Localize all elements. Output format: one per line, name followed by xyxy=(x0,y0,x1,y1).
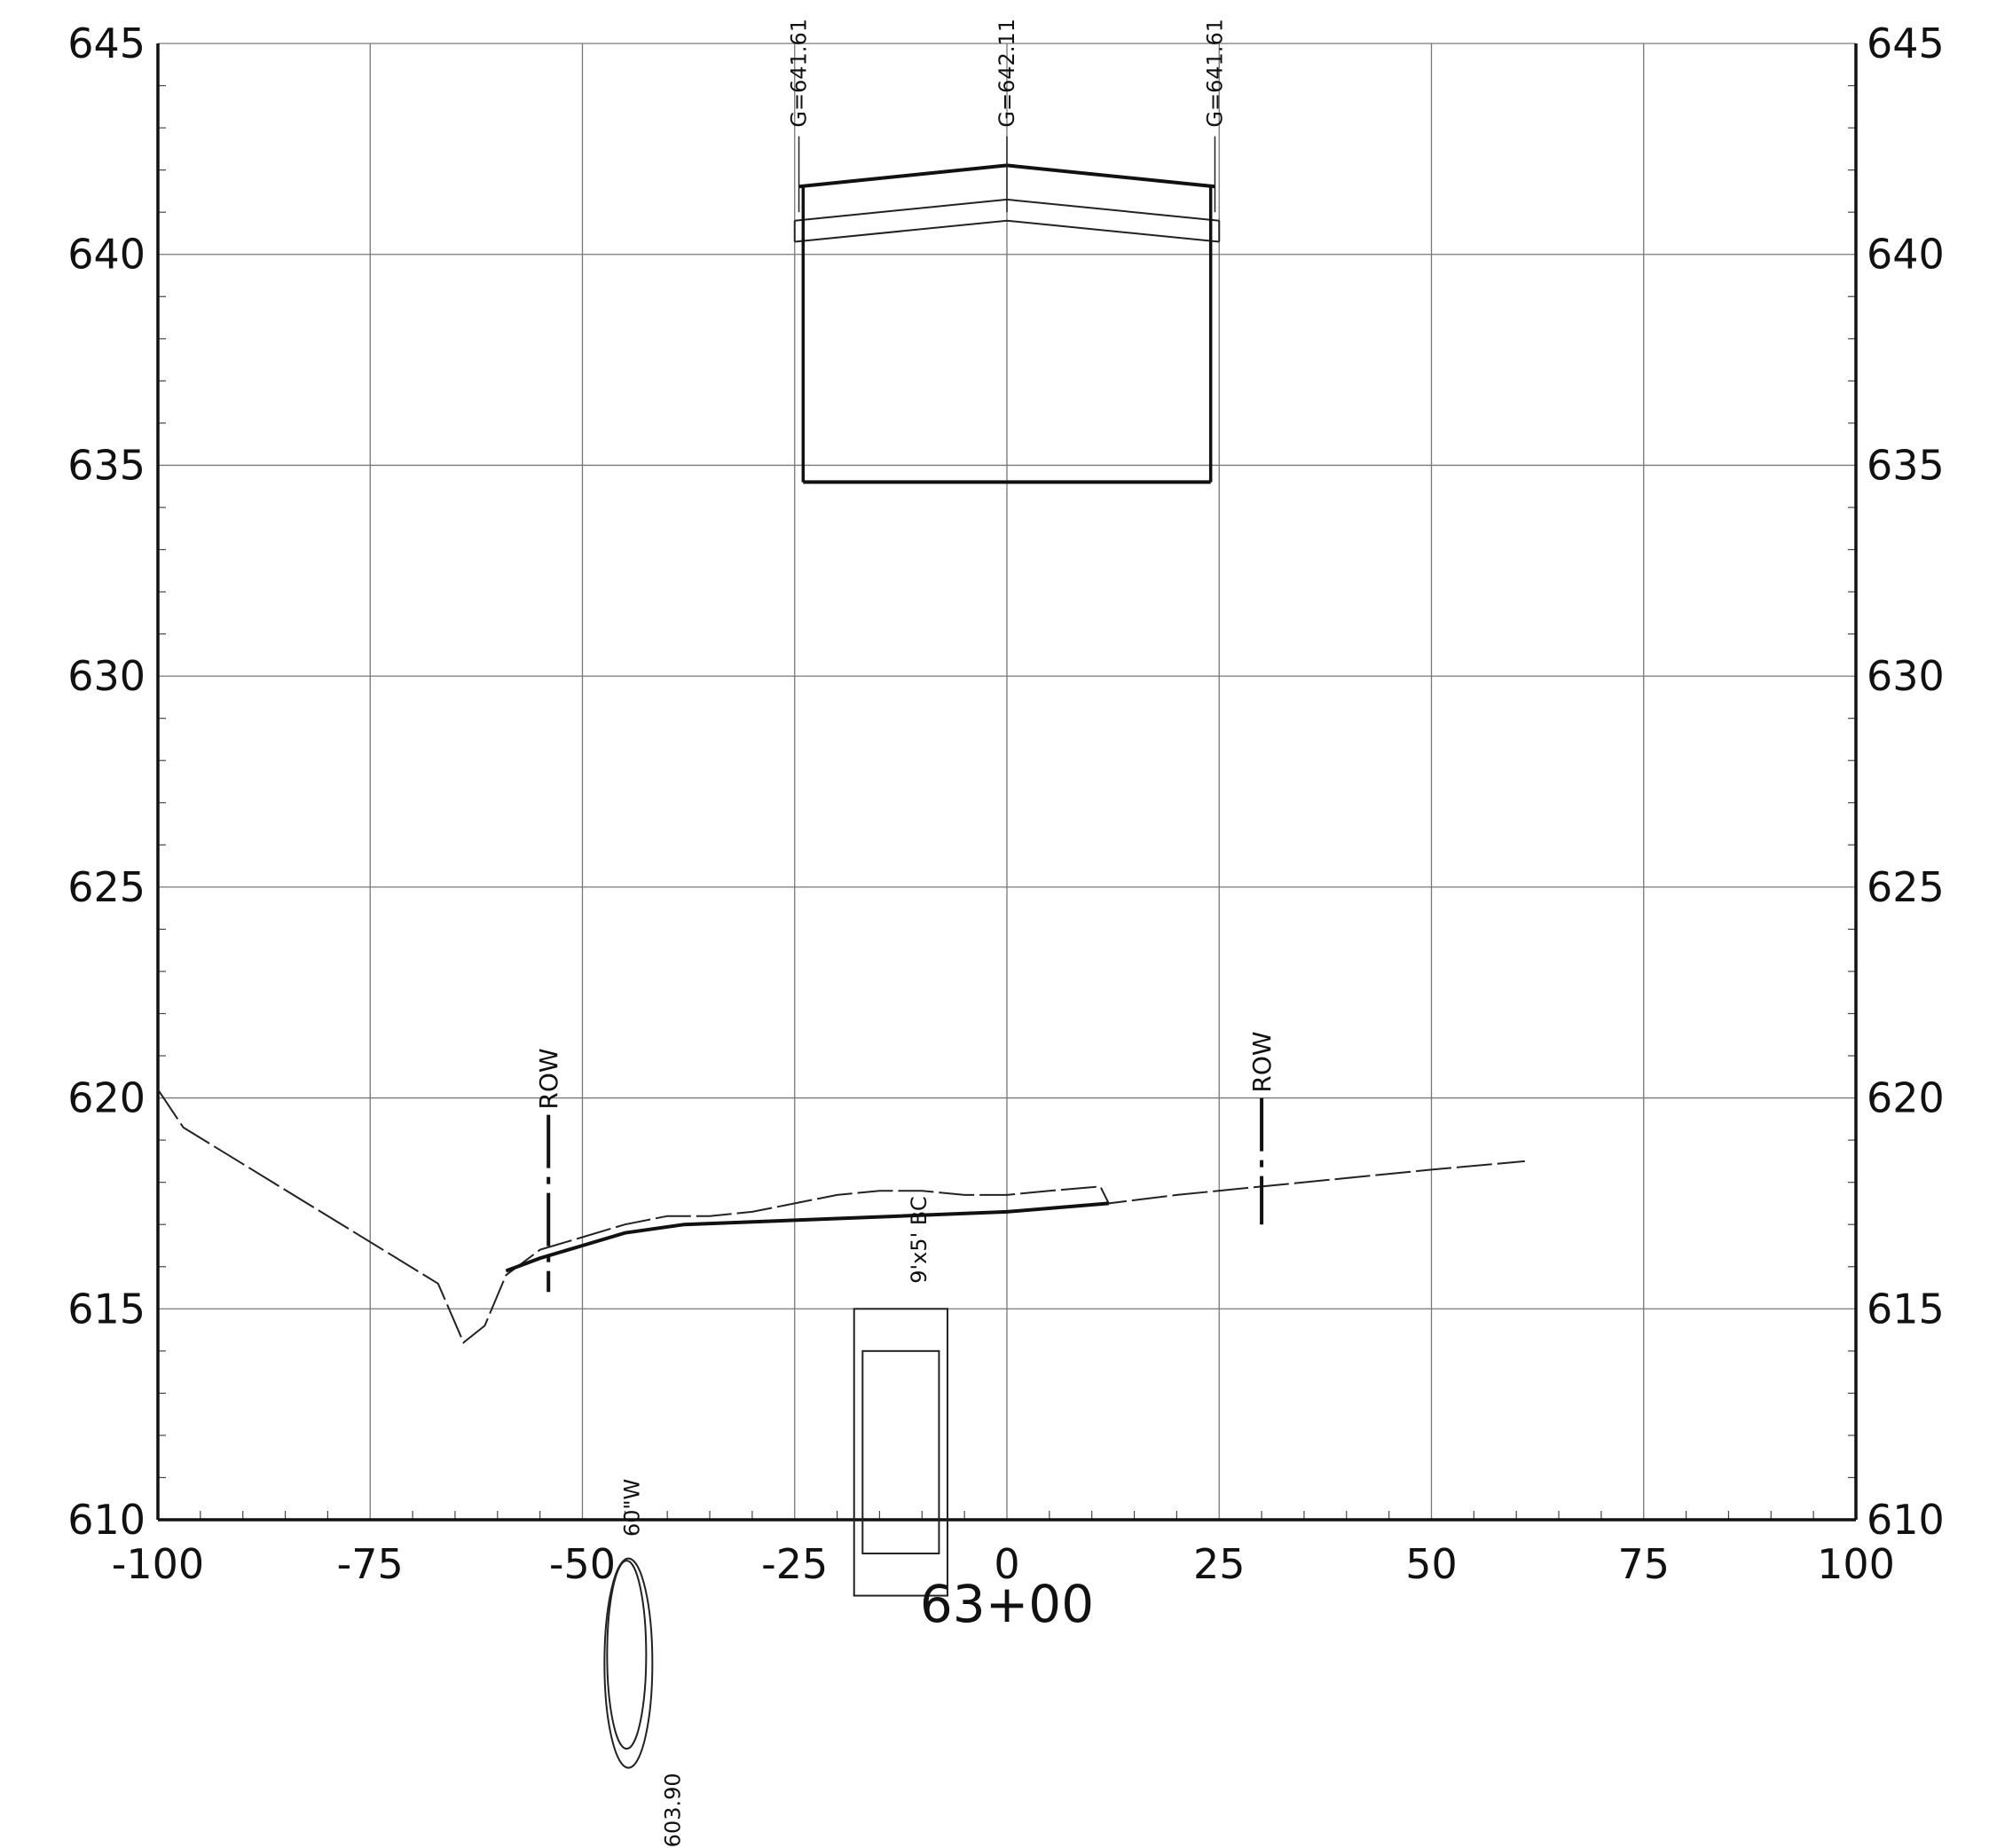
row-label: ROW xyxy=(534,1048,563,1109)
x-tick-label: -50 xyxy=(549,1540,616,1588)
y-tick-label-left: 630 xyxy=(67,652,145,700)
y-tick-label-right: 635 xyxy=(1867,441,1945,489)
x-tick-label: 75 xyxy=(1617,1540,1670,1588)
proposed-ground-line xyxy=(505,1201,1109,1273)
axis-labels: 645 640 635 630 625 620 615 610 645 640 635 630 625 6… xyxy=(67,20,1945,1588)
x-tick-label: -75 xyxy=(337,1540,404,1588)
y-tick-label-left: 620 xyxy=(67,1074,145,1122)
flowline-label: FL 603.90 xyxy=(660,1773,685,1848)
x-tick-label: 0 xyxy=(994,1540,1019,1588)
x-tick-label: 50 xyxy=(1405,1540,1458,1588)
culvert-outer xyxy=(853,1308,949,1597)
pipe-inner xyxy=(606,1560,648,1750)
x-tick-label: -100 xyxy=(112,1540,204,1588)
station-label: 63+00 xyxy=(920,1574,1094,1634)
existing-ground-line xyxy=(157,1089,1525,1344)
y-tick-label-right: 610 xyxy=(1867,1496,1945,1544)
axes xyxy=(156,43,1858,1522)
culvert-label: 9'x5' BC xyxy=(907,1196,932,1283)
y-tick-label-right: 620 xyxy=(1867,1074,1945,1122)
y-tick-label-left: 635 xyxy=(67,441,145,489)
grade-label: G=641.61 xyxy=(787,19,812,128)
y-tick-label-left: 615 xyxy=(67,1285,145,1333)
y-tick-label-right: 615 xyxy=(1867,1285,1945,1333)
x-tick-label: -25 xyxy=(761,1540,828,1588)
y-tick-label-right: 625 xyxy=(1867,863,1945,911)
y-tick-label-left: 640 xyxy=(67,231,145,279)
ground-profile xyxy=(157,1089,1525,1344)
y-tick-label-right: 630 xyxy=(1867,652,1945,700)
culvert-inner xyxy=(861,1349,940,1555)
y-tick-label-right: 640 xyxy=(1867,231,1945,279)
row-label: ROW xyxy=(1247,1031,1277,1092)
grade-label: G=641.61 xyxy=(1202,19,1227,128)
x-tick-label: 100 xyxy=(1817,1540,1895,1588)
pavement-layer-line xyxy=(794,219,1220,243)
grade-label: G=642.11 xyxy=(994,19,1019,128)
y-tick-label-right: 645 xyxy=(1867,20,1945,67)
y-tick-label-left: 645 xyxy=(67,20,145,67)
pipe-outer xyxy=(603,1557,654,1769)
grid xyxy=(157,43,1857,1521)
y-tick-label-left: 625 xyxy=(67,863,145,911)
x-tick-label: 25 xyxy=(1193,1540,1246,1588)
pipe-label: 60"W xyxy=(619,1479,644,1537)
annotations: G=641.61 G=642.11 G=641.61 ROW ROW 9'x5' BC 60… xyxy=(534,19,1277,1848)
y-tick-label-left: 610 xyxy=(67,1496,145,1544)
